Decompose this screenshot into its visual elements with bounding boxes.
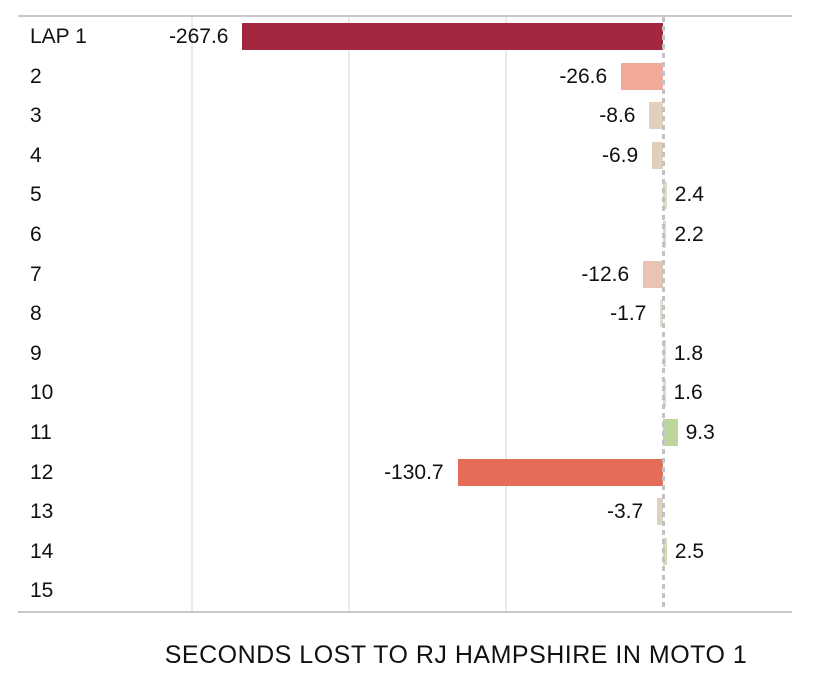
value-label: -130.7 <box>384 460 444 484</box>
category-label: 4 <box>30 143 42 167</box>
lap-row: 11 9.3 <box>18 413 792 453</box>
bar <box>660 300 663 328</box>
category-label: 6 <box>30 223 42 246</box>
bar <box>621 62 663 90</box>
value-label: -26.6 <box>559 64 608 88</box>
gridline <box>504 17 507 611</box>
lap-row: 6 2.2 <box>18 215 792 255</box>
plot-area: LAP 1 -267.6 2 -26.6 3 -8.6 4 -6.9 5 2.4 6 2.2 7 -12.… <box>18 15 792 613</box>
category-label: 9 <box>30 341 42 365</box>
lap-row: 2 -26.6 <box>18 57 792 97</box>
bar <box>643 260 663 288</box>
category-label: 5 <box>30 183 42 207</box>
bar <box>663 419 678 447</box>
value-label: 2.2 <box>674 223 704 246</box>
category-label: 15 <box>30 579 54 603</box>
gridline <box>347 17 350 611</box>
lap-row: 10 1.6 <box>18 373 792 413</box>
category-label: 12 <box>30 460 54 484</box>
lap-row: LAP 1 -267.6 <box>18 17 792 57</box>
category-label: 13 <box>30 500 54 524</box>
bar <box>649 102 663 130</box>
value-label: -6.9 <box>601 143 639 167</box>
category-label: 14 <box>30 539 54 563</box>
category-label: LAP 1 <box>30 25 87 48</box>
value-label: 1.8 <box>673 341 704 365</box>
bar <box>652 142 663 170</box>
value-label: -12.6 <box>581 262 630 286</box>
value-label: 1.6 <box>673 381 703 405</box>
value-label: 9.3 <box>685 421 715 444</box>
category-label: 8 <box>30 302 42 326</box>
category-label: 10 <box>30 381 54 405</box>
lap-row: 14 2.5 <box>18 532 792 572</box>
gridline <box>190 17 193 611</box>
category-label: 7 <box>30 262 42 286</box>
bar <box>242 23 663 51</box>
lap-row: 12 -130.7 <box>18 453 792 493</box>
lap-row: 15 <box>18 571 792 611</box>
lap-row: 5 2.4 <box>18 175 792 215</box>
value-label: 2.4 <box>674 183 704 207</box>
category-label: 2 <box>30 64 42 88</box>
value-label: -3.7 <box>606 500 644 524</box>
value-label: -1.7 <box>610 302 647 326</box>
value-label: 2.5 <box>674 539 705 563</box>
lap-row: 4 -6.9 <box>18 136 792 176</box>
lap-row: 9 1.8 <box>18 334 792 374</box>
value-label: -8.6 <box>599 104 636 128</box>
lap-row: 13 -3.7 <box>18 492 792 532</box>
lap-row: 7 -12.6 <box>18 255 792 295</box>
category-label: 3 <box>30 104 42 128</box>
zero-baseline <box>662 17 665 611</box>
lap-row: 3 -8.6 <box>18 96 792 136</box>
x-axis-title: SECONDS LOST TO RJ HAMPSHIRE IN MOTO 1 <box>164 641 748 669</box>
value-label: -267.6 <box>168 25 229 48</box>
lap-row: 8 -1.7 <box>18 294 792 334</box>
bar <box>657 498 663 526</box>
category-label: 11 <box>30 421 52 444</box>
bar <box>457 458 663 486</box>
